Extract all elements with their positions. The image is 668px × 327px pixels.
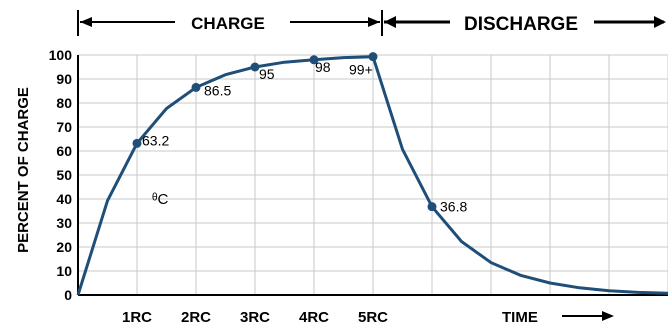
discharge-arrow-left-head [384,16,396,28]
data-point [309,55,319,65]
data-point-label: 36.8 [440,199,467,215]
time-arrow-head [602,311,614,321]
data-point-label: 99+ [349,62,373,78]
y-tick-label: 20 [56,239,72,255]
charge-arrow-right-head [368,17,380,27]
x-tick-label: 4RC [299,309,329,326]
data-point [191,82,201,92]
data-markers: 63.2 86.5 95 98 99+ 36.8 [132,52,467,215]
grid [77,54,668,296]
x-tick-label: 5RC [358,309,388,326]
discharge-label: DISCHARGE [464,14,578,35]
discharge-arrow-right-head [654,16,666,28]
data-point-label: 63.2 [142,132,169,148]
y-tick-label: 0 [64,287,72,303]
data-point-label: 86.5 [204,82,231,98]
data-point [250,62,260,72]
data-point-label: 98 [315,59,331,75]
y-tick-label: 30 [56,215,72,231]
y-tick-label: 40 [56,191,72,207]
data-point-label: 95 [259,66,275,82]
legend-note: ᶿC [152,191,168,208]
x-tick-label: 1RC [122,309,152,326]
y-tick-label: 10 [56,263,72,279]
data-point [427,202,437,212]
charge-label: CHARGE [191,14,265,33]
phase-header: CHARGE DISCHARGE [77,10,666,36]
y-tick-label: 60 [56,143,72,159]
y-tick-label: 50 [56,167,72,183]
y-tick-label: 90 [56,71,72,87]
y-tick-label: 80 [56,95,72,111]
y-tick-label: 70 [56,119,72,135]
x-axis-title: TIME [502,309,538,326]
x-tick-label: 3RC [240,309,270,326]
x-tick-label: 2RC [181,309,211,326]
x-ticks: 1RC 2RC 3RC 4RC 5RC [122,309,388,326]
data-point [368,52,378,62]
y-tick-label: 100 [49,47,73,63]
data-point [132,138,142,148]
y-axis-title: PERCENT OF CHARGE [15,87,32,253]
charge-arrow-left-head [80,17,92,27]
y-ticks: 0 10 20 30 40 50 60 70 80 90 100 [49,47,73,303]
